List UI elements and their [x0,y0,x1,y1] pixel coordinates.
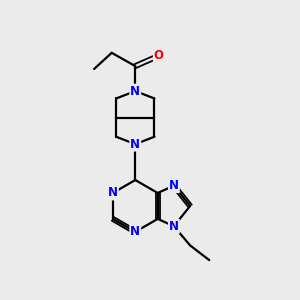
Text: O: O [154,49,164,62]
Text: N: N [130,225,140,239]
Text: N: N [169,179,179,192]
Text: N: N [130,138,140,151]
Text: N: N [130,85,140,98]
Text: N: N [169,220,179,233]
Text: N: N [108,187,118,200]
